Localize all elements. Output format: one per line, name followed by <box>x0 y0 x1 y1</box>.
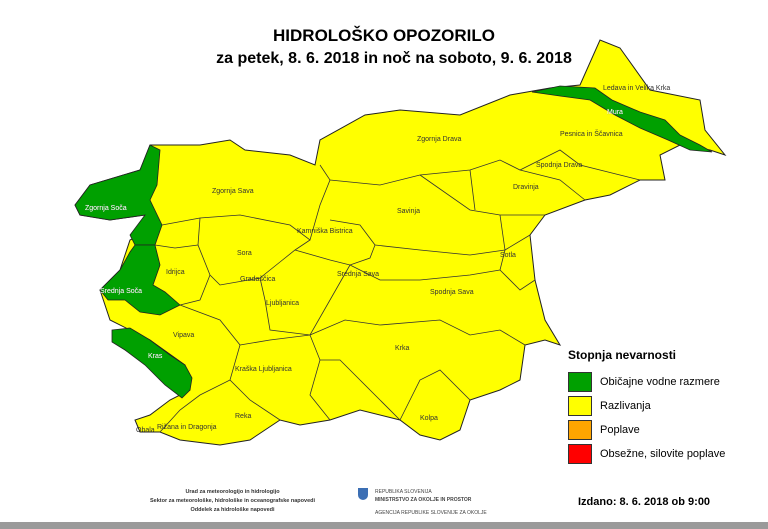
svg-text:Kraška Ljubljanica: Kraška Ljubljanica <box>235 366 292 373</box>
svg-text:Idrijca: Idrijca <box>166 269 185 276</box>
map-subtitle: za petek, 8. 6. 2018 in noč na soboto, 9… <box>216 50 572 67</box>
region-boundaries <box>154 149 641 433</box>
svg-text:Spodnja Drava: Spodnja Drava <box>536 162 582 169</box>
gov-line: MINISTRSTVO ZA OKOLJE IN PROSTOR <box>375 497 472 503</box>
bottom-bar <box>0 522 768 529</box>
footer: Urad za meteorologijo in hidrologijo Sek… <box>0 486 768 524</box>
legend-swatch <box>568 420 592 440</box>
office-line: Oddelek za hidrološke napovedi <box>190 507 275 513</box>
region-kras <box>111 327 193 399</box>
legend-label: Običajne vodne razmere <box>600 376 720 388</box>
svg-text:Sora: Sora <box>237 250 252 257</box>
office-info: Urad za meteorologijo in hidrologijo Sek… <box>110 488 355 515</box>
svg-text:Gradaščica: Gradaščica <box>240 276 276 283</box>
svg-text:Krka: Krka <box>395 345 410 352</box>
svg-text:Zgornja Drava: Zgornja Drava <box>417 136 461 143</box>
legend-item: Poplave <box>568 418 725 442</box>
svg-text:Kolpa: Kolpa <box>420 415 438 422</box>
svg-text:Obala: Obala <box>136 427 155 434</box>
svg-text:Rižana in Dragonja: Rižana in Dragonja <box>157 424 217 431</box>
svg-text:Vipava: Vipava <box>173 332 194 339</box>
region-mura <box>531 85 713 153</box>
office-line: Urad za meteorologijo in hidrologijo <box>185 489 280 495</box>
legend-label: Obsežne, silovite poplave <box>600 448 726 460</box>
svg-text:Mura: Mura <box>607 109 623 116</box>
svg-text:Ledava in Velika Krka: Ledava in Velika Krka <box>603 85 670 92</box>
legend-item: Običajne vodne razmere <box>568 370 725 394</box>
svg-text:Dravinja: Dravinja <box>513 184 539 191</box>
legend-label: Razlivanja <box>600 400 651 412</box>
svg-text:Srednja Sava: Srednja Sava <box>337 271 379 278</box>
office-line: Sektor za meteorološke, hidrološke in oc… <box>149 498 316 504</box>
region-srednja-soca <box>99 244 181 316</box>
svg-text:Srednja Soča: Srednja Soča <box>100 288 142 295</box>
gov-line: AGENCIJA REPUBLIKE SLOVENIJE ZA OKOLJE <box>375 510 487 516</box>
svg-text:Kamniška Bistrica: Kamniška Bistrica <box>297 228 353 235</box>
legend-title: Stopnja nevarnosti <box>568 348 677 362</box>
legend-swatch <box>568 444 592 464</box>
gov-line: REPUBLIKA SLOVENIJA <box>375 489 432 495</box>
legend-swatch <box>568 372 592 392</box>
region-labels: Zgornja Soča Srednja Soča Kras Mura Leda… <box>85 85 671 434</box>
region-zgornja-soca <box>74 144 163 246</box>
svg-text:Ljubljanica: Ljubljanica <box>266 300 299 307</box>
issued-timestamp: Izdano: 8. 6. 2018 ob 9:00 <box>578 496 711 508</box>
svg-text:Pesnica in Ščavnica: Pesnica in Ščavnica <box>560 129 623 138</box>
coat-of-arms-icon <box>358 488 368 500</box>
svg-text:Spodnja Sava: Spodnja Sava <box>430 289 474 296</box>
legend-item: Razlivanja <box>568 394 725 418</box>
legend: Stopnja nevarnosti Običajne vodne razmer… <box>568 348 725 466</box>
svg-text:Reka: Reka <box>235 413 251 420</box>
legend-label: Poplave <box>600 424 640 436</box>
legend-swatch <box>568 396 592 416</box>
svg-text:Kras: Kras <box>148 353 163 360</box>
legend-item: Obsežne, silovite poplave <box>568 442 725 466</box>
ministry-info: REPUBLIKA SLOVENIJA MINISTRSTVO ZA OKOLJ… <box>375 488 487 517</box>
svg-text:Zgornja Soča: Zgornja Soča <box>85 205 127 212</box>
map-title: HIDROLOŠKO OPOZORILO <box>273 26 495 45</box>
svg-text:Sotla: Sotla <box>500 252 516 259</box>
svg-text:Savinja: Savinja <box>397 208 420 215</box>
svg-text:Zgornja Sava: Zgornja Sava <box>212 188 254 195</box>
